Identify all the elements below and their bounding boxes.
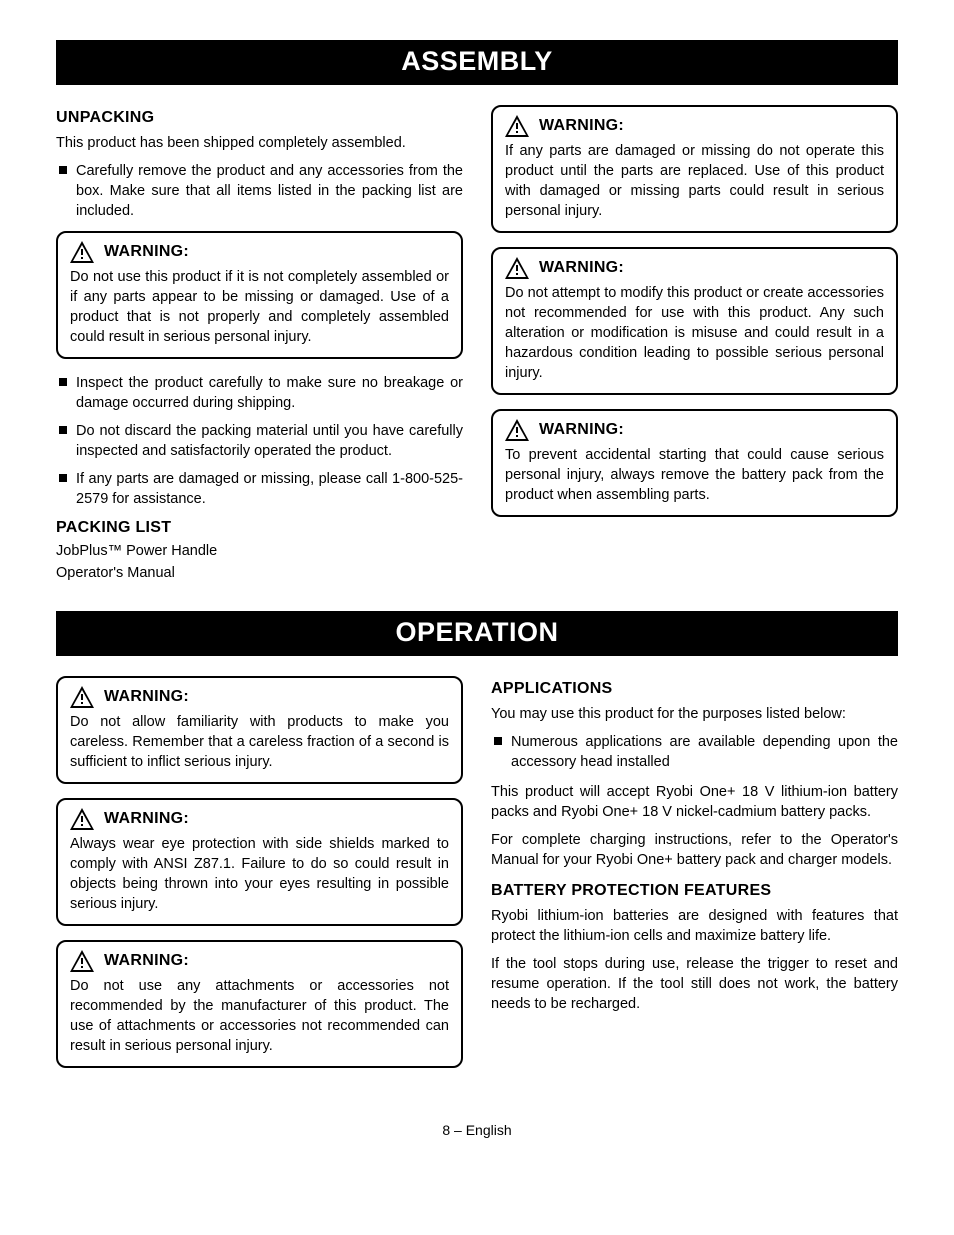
applications-title: APPLICATIONS [491, 680, 898, 698]
warning-box: WARNING: Do not use this product if it i… [56, 231, 463, 359]
warning-icon [505, 257, 529, 279]
unpacking-bullets-top: Carefully remove the product and any acc… [56, 161, 463, 221]
warning-icon [70, 950, 94, 972]
unpacking-title: UNPACKING [56, 109, 463, 127]
operation-right-col: APPLICATIONS You may use this product fo… [491, 676, 898, 1082]
assembly-columns: UNPACKING This product has been shipped … [56, 105, 898, 587]
warning-header: WARNING: [70, 808, 449, 830]
warning-icon [70, 686, 94, 708]
assembly-left-col: UNPACKING This product has been shipped … [56, 105, 463, 587]
warning-text: To prevent accidental starting that coul… [505, 445, 884, 505]
warning-text: If any parts are damaged or missing do n… [505, 141, 884, 221]
page-footer: 8 – English [56, 1122, 898, 1138]
warning-icon [70, 808, 94, 830]
warning-header: WARNING: [505, 257, 884, 279]
unpacking-bullets-mid: Inspect the product carefully to make su… [56, 373, 463, 509]
warning-label: WARNING: [539, 259, 624, 277]
warning-label: WARNING: [104, 243, 189, 261]
warning-box: WARNING: To prevent accidental starting … [491, 409, 898, 517]
warning-header: WARNING: [70, 686, 449, 708]
warning-icon [505, 115, 529, 137]
packing-list-item: JobPlus™ Power Handle [56, 543, 463, 559]
battery-para: If the tool stops during use, release th… [491, 954, 898, 1014]
warning-text: Do not attempt to modify this product or… [505, 283, 884, 383]
operation-left-col: WARNING: Do not allow familiarity with p… [56, 676, 463, 1082]
list-item: Carefully remove the product and any acc… [56, 161, 463, 221]
section-header-operation: OPERATION [56, 611, 898, 656]
assembly-right-col: WARNING: If any parts are damaged or mis… [491, 105, 898, 587]
warning-label: WARNING: [104, 688, 189, 706]
warning-box: WARNING: Always wear eye protection with… [56, 798, 463, 926]
warning-box: WARNING: If any parts are damaged or mis… [491, 105, 898, 233]
section-header-assembly: ASSEMBLY [56, 40, 898, 85]
warning-text: Do not allow familiarity with products t… [70, 712, 449, 772]
applications-intro: You may use this product for the purpose… [491, 704, 898, 724]
applications-bullets: Numerous applications are available depe… [491, 732, 898, 772]
warning-box: WARNING: Do not use any attachments or a… [56, 940, 463, 1068]
warning-text: Always wear eye protection with side shi… [70, 834, 449, 914]
warning-label: WARNING: [104, 952, 189, 970]
warning-text: Do not use this product if it is not com… [70, 267, 449, 347]
list-item: Inspect the product carefully to make su… [56, 373, 463, 413]
packing-list-title: PACKING LIST [56, 519, 463, 537]
battery-title: BATTERY PROTECTION FEATURES [491, 882, 898, 900]
warning-text: Do not use any attachments or accessorie… [70, 976, 449, 1056]
warning-header: WARNING: [505, 115, 884, 137]
unpacking-intro: This product has been shipped completely… [56, 133, 463, 153]
operation-columns: WARNING: Do not allow familiarity with p… [56, 676, 898, 1082]
warning-box: WARNING: Do not attempt to modify this p… [491, 247, 898, 395]
list-item: Numerous applications are available depe… [491, 732, 898, 772]
applications-para: This product will accept Ryobi One+ 18 V… [491, 782, 898, 822]
warning-label: WARNING: [539, 117, 624, 135]
warning-icon [505, 419, 529, 441]
list-item: If any parts are damaged or missing, ple… [56, 469, 463, 509]
applications-para: For complete charging instructions, refe… [491, 830, 898, 870]
warning-box: WARNING: Do not allow familiarity with p… [56, 676, 463, 784]
list-item: Do not discard the packing material unti… [56, 421, 463, 461]
warning-header: WARNING: [70, 241, 449, 263]
warning-label: WARNING: [104, 810, 189, 828]
warning-header: WARNING: [70, 950, 449, 972]
warning-icon [70, 241, 94, 263]
packing-list-item: Operator's Manual [56, 565, 463, 581]
warning-header: WARNING: [505, 419, 884, 441]
warning-label: WARNING: [539, 421, 624, 439]
battery-para: Ryobi lithium-ion batteries are designed… [491, 906, 898, 946]
